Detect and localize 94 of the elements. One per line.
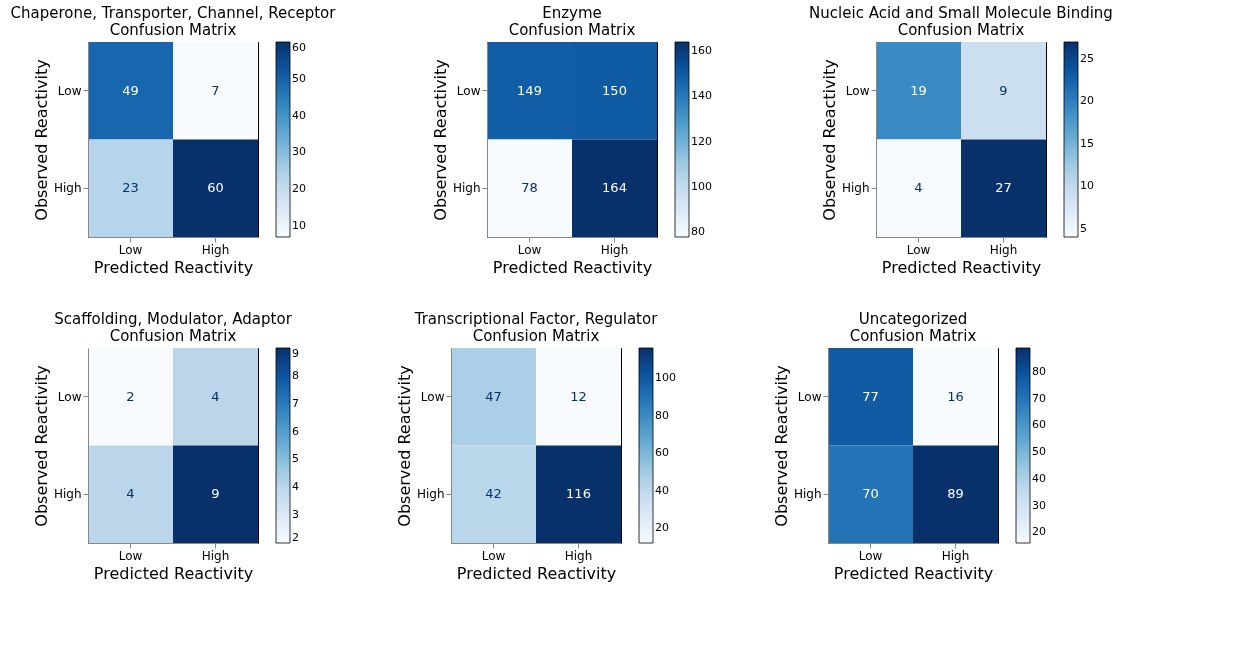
color-bar-label: 5	[1080, 221, 1087, 235]
x-axis-title: Predicted Reactivity	[93, 257, 254, 277]
color-bar-label: 40	[1032, 471, 1046, 485]
x-axis-title: Predicted Reactivity	[881, 257, 1042, 277]
color-bar-label: 20	[292, 182, 306, 196]
data-label: 4	[211, 388, 220, 404]
data-label: 164	[602, 180, 627, 196]
color-bar-label: 120	[691, 134, 712, 148]
chart-title: Transcriptional Factor, Regulator Confusion Matrix	[413, 310, 659, 345]
color-bar-label: 80	[655, 408, 669, 422]
y-tick-label: High	[53, 487, 82, 502]
color-bar-label: 10	[1080, 179, 1094, 193]
color-bar-label: 30	[292, 145, 306, 159]
color-bar-label: 100	[655, 371, 676, 384]
color-bar-label: 40	[655, 483, 669, 497]
color-bar-label: 8	[292, 368, 299, 382]
data-label: 9	[211, 486, 220, 502]
color-bar-label: 160	[691, 44, 712, 58]
x-tick-label: Low	[858, 548, 883, 563]
color-bar-label: 80	[691, 225, 705, 239]
data-label: 16	[947, 388, 964, 404]
x-tick-label: High	[201, 242, 230, 257]
data-label: 9	[999, 82, 1008, 98]
data-label: 47	[485, 388, 502, 404]
x-tick-label: High	[989, 242, 1018, 257]
color-bar-label: 10	[292, 218, 306, 232]
color-bar-label: 20	[1080, 94, 1094, 108]
chart-title: Scaffolding, Modulator, Adaptor Confusion Matrix	[54, 310, 293, 345]
y-axis-title: Observed Reactivity	[771, 365, 791, 527]
color-bar-label: 9	[292, 347, 299, 360]
y-axis-title: Observed Reactivity	[31, 365, 51, 527]
chart-title: Enzyme Confusion Matrix	[508, 4, 636, 39]
data-label: 12	[570, 388, 587, 404]
color-bar-label: 60	[1032, 418, 1046, 432]
data-label: 89	[947, 486, 964, 502]
y-tick-label: High	[53, 181, 82, 196]
x-tick-label: High	[201, 548, 230, 563]
data-label: 149	[517, 82, 542, 98]
color-bar-label: 5	[292, 452, 299, 466]
x-tick-label: High	[600, 242, 629, 257]
color-bar-label: 70	[1032, 391, 1046, 405]
data-label: 4	[914, 180, 923, 196]
color-bar-label: 7	[292, 396, 299, 410]
color-bar-label: 60	[655, 446, 669, 459]
color-bar-label: 100	[691, 180, 712, 194]
color-bar-label: 80	[1032, 365, 1046, 379]
color-bar-label: 2	[292, 531, 299, 544]
data-label: 60	[207, 180, 224, 196]
x-axis-title: Predicted Reactivity	[93, 563, 254, 583]
x-axis-title: Predicted Reactivity	[492, 257, 653, 277]
data-label: 49	[122, 82, 139, 98]
color-bar-label: 140	[691, 89, 712, 103]
x-tick-label: Low	[118, 548, 143, 563]
data-label: 19	[910, 82, 927, 98]
color-bar-label: 50	[292, 71, 306, 85]
color-bar-label: 3	[292, 508, 299, 522]
color-bar-label: 50	[1032, 445, 1046, 459]
data-label: 70	[862, 486, 879, 502]
x-axis-title: Predicted Reactivity	[456, 563, 617, 583]
data-label: 7	[211, 82, 220, 98]
data-label: 4	[126, 486, 135, 502]
x-tick-label: High	[564, 548, 593, 563]
x-axis-title: Predicted Reactivity	[833, 563, 994, 583]
chart-title: Chaperone, Transporter, Channel, Receptor Confusion Matrix	[10, 4, 337, 39]
x-tick-label: Low	[118, 242, 143, 257]
data-label: 78	[521, 180, 538, 196]
chart-title: Uncategorized Confusion Matrix	[849, 310, 977, 345]
x-tick-label: High	[941, 548, 970, 563]
y-axis-title: Observed Reactivity	[430, 59, 450, 221]
data-label: 116	[566, 486, 591, 502]
chart-title: Nucleic Acid and Small Molecule Binding Confusion Matrix	[809, 4, 1113, 39]
data-label: 2	[126, 388, 135, 404]
color-bar-label: 6	[292, 424, 299, 438]
color-bar-label: 15	[1080, 136, 1094, 150]
data-label: 42	[485, 486, 502, 502]
y-axis-title: Observed Reactivity	[394, 365, 414, 527]
color-bar-label: 40	[292, 108, 306, 122]
data-label: 23	[122, 180, 139, 196]
x-tick-label: Low	[906, 242, 931, 257]
y-tick-label: Low	[57, 389, 82, 404]
color-bar-label: 60	[292, 41, 306, 54]
color-bar-label: 4	[292, 480, 299, 494]
data-label: 27	[995, 180, 1012, 196]
data-label: 150	[602, 82, 627, 98]
color-bar-label: 25	[1080, 51, 1094, 65]
color-bar-label: 30	[1032, 498, 1046, 512]
y-axis-title: Observed Reactivity	[31, 59, 51, 221]
x-tick-label: Low	[481, 548, 506, 563]
y-tick-label: Low	[57, 83, 82, 98]
x-tick-label: Low	[517, 242, 542, 257]
data-label: 77	[862, 388, 879, 404]
color-bar-label: 20	[1032, 525, 1046, 539]
color-bar-label: 20	[655, 521, 669, 534]
y-axis-title: Observed Reactivity	[819, 59, 839, 221]
